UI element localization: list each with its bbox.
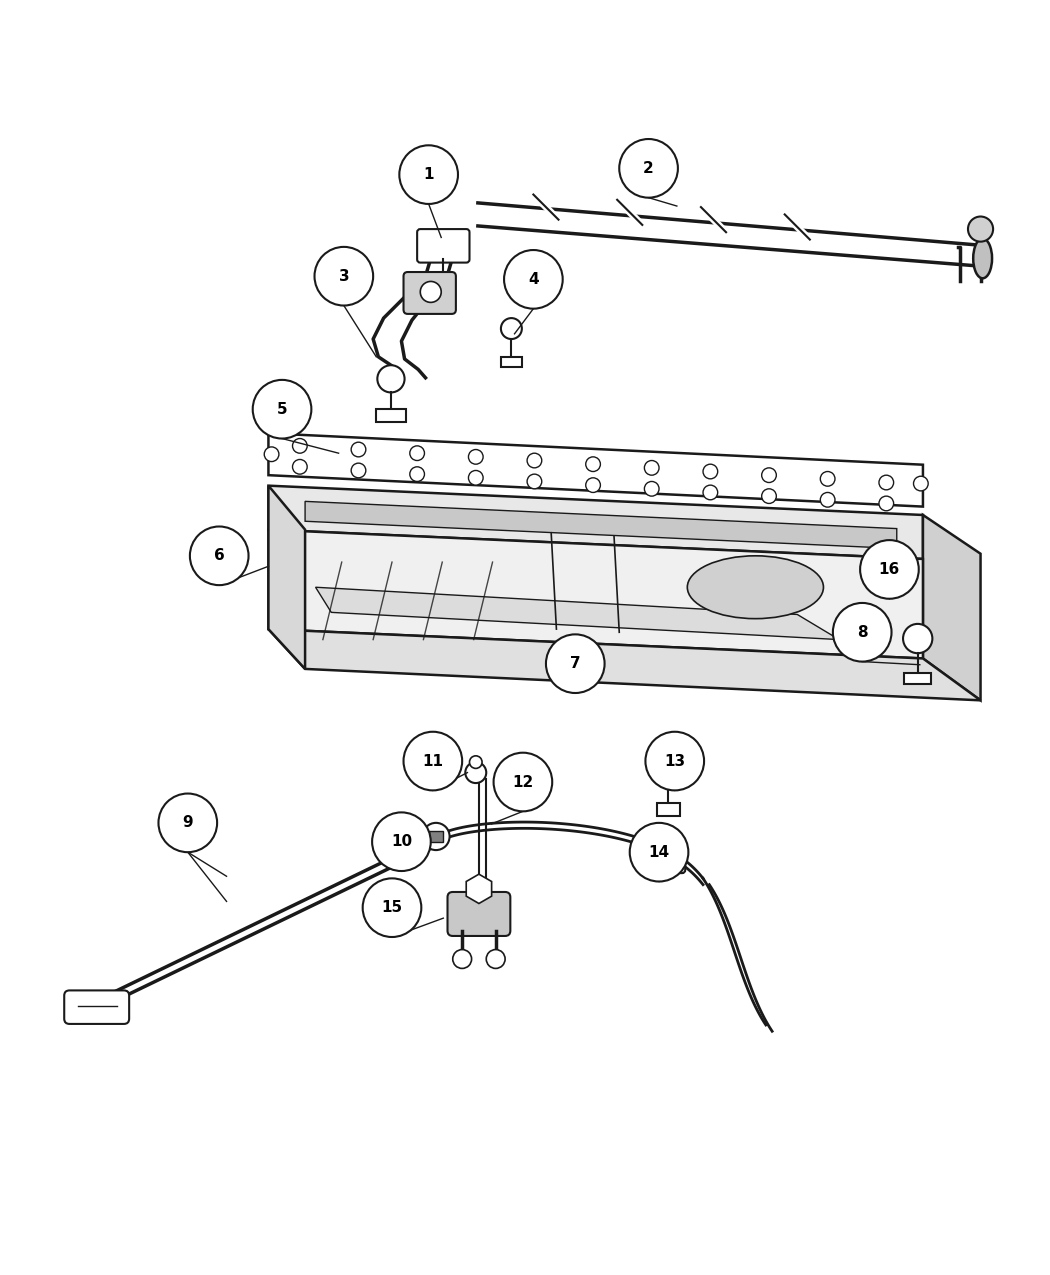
Text: 3: 3: [338, 269, 350, 284]
Circle shape: [159, 793, 217, 852]
Circle shape: [453, 950, 471, 969]
Polygon shape: [269, 629, 981, 700]
Circle shape: [465, 762, 486, 783]
Polygon shape: [923, 515, 981, 700]
Circle shape: [315, 247, 373, 306]
Circle shape: [362, 878, 421, 937]
Circle shape: [903, 623, 932, 653]
Circle shape: [630, 822, 689, 881]
Circle shape: [646, 732, 705, 790]
Bar: [376, 409, 405, 422]
Circle shape: [469, 756, 482, 769]
Text: 13: 13: [665, 754, 686, 769]
FancyBboxPatch shape: [639, 844, 686, 873]
Text: 12: 12: [512, 774, 533, 789]
Circle shape: [351, 442, 365, 456]
Bar: [904, 673, 931, 683]
Circle shape: [895, 558, 914, 576]
Circle shape: [410, 467, 424, 482]
Circle shape: [820, 472, 835, 486]
Text: 15: 15: [381, 900, 402, 915]
Circle shape: [253, 380, 312, 439]
Polygon shape: [269, 486, 306, 669]
FancyBboxPatch shape: [447, 892, 510, 936]
Polygon shape: [269, 434, 923, 506]
Circle shape: [420, 282, 441, 302]
Circle shape: [377, 365, 404, 393]
Circle shape: [265, 448, 279, 462]
Circle shape: [879, 496, 894, 511]
Circle shape: [410, 446, 424, 460]
Circle shape: [704, 464, 718, 479]
Text: 7: 7: [570, 657, 581, 671]
Ellipse shape: [688, 556, 823, 618]
Circle shape: [399, 145, 458, 204]
Circle shape: [914, 477, 928, 491]
Circle shape: [860, 541, 919, 599]
FancyBboxPatch shape: [403, 272, 456, 314]
FancyBboxPatch shape: [64, 991, 129, 1024]
Bar: [428, 831, 443, 842]
Circle shape: [293, 459, 308, 474]
Circle shape: [704, 484, 718, 500]
Text: 16: 16: [879, 562, 900, 576]
Circle shape: [351, 463, 365, 478]
Circle shape: [468, 470, 483, 484]
Circle shape: [422, 822, 449, 850]
Text: 10: 10: [391, 834, 412, 849]
Circle shape: [879, 476, 894, 490]
Circle shape: [620, 139, 678, 198]
Circle shape: [494, 752, 552, 811]
Bar: [501, 357, 522, 367]
Circle shape: [468, 450, 483, 464]
Circle shape: [645, 482, 659, 496]
Circle shape: [527, 474, 542, 488]
Circle shape: [546, 635, 605, 694]
Circle shape: [645, 460, 659, 476]
Circle shape: [820, 492, 835, 507]
Polygon shape: [316, 588, 839, 640]
Text: 4: 4: [528, 272, 539, 287]
Text: 8: 8: [857, 625, 867, 640]
Circle shape: [486, 950, 505, 969]
Text: 6: 6: [214, 548, 225, 564]
Text: 14: 14: [649, 844, 670, 859]
Circle shape: [586, 478, 601, 492]
Circle shape: [504, 250, 563, 309]
Polygon shape: [306, 501, 897, 548]
Circle shape: [586, 456, 601, 472]
Circle shape: [761, 468, 776, 482]
Circle shape: [968, 217, 993, 242]
Text: 9: 9: [183, 815, 193, 830]
Circle shape: [501, 317, 522, 339]
Circle shape: [833, 603, 891, 662]
Text: 11: 11: [422, 754, 443, 769]
FancyBboxPatch shape: [417, 230, 469, 263]
Circle shape: [761, 488, 776, 504]
Text: 1: 1: [423, 167, 434, 182]
Circle shape: [403, 732, 462, 790]
Circle shape: [372, 812, 430, 871]
Circle shape: [527, 453, 542, 468]
Polygon shape: [269, 529, 923, 658]
Ellipse shape: [973, 238, 992, 278]
Circle shape: [190, 527, 249, 585]
Text: 2: 2: [644, 161, 654, 176]
Text: 5: 5: [277, 402, 288, 417]
Bar: [657, 803, 680, 816]
Polygon shape: [269, 486, 923, 558]
Circle shape: [658, 756, 679, 776]
Circle shape: [551, 663, 572, 683]
Circle shape: [293, 439, 308, 453]
